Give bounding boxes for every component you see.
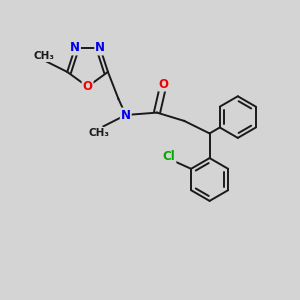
Text: O: O <box>82 80 93 93</box>
Text: O: O <box>159 78 169 91</box>
Text: N: N <box>70 41 80 55</box>
Text: CH₃: CH₃ <box>88 128 110 138</box>
Text: CH₃: CH₃ <box>34 51 55 61</box>
Text: N: N <box>95 41 105 55</box>
Text: N: N <box>121 109 131 122</box>
Text: Cl: Cl <box>163 150 176 164</box>
